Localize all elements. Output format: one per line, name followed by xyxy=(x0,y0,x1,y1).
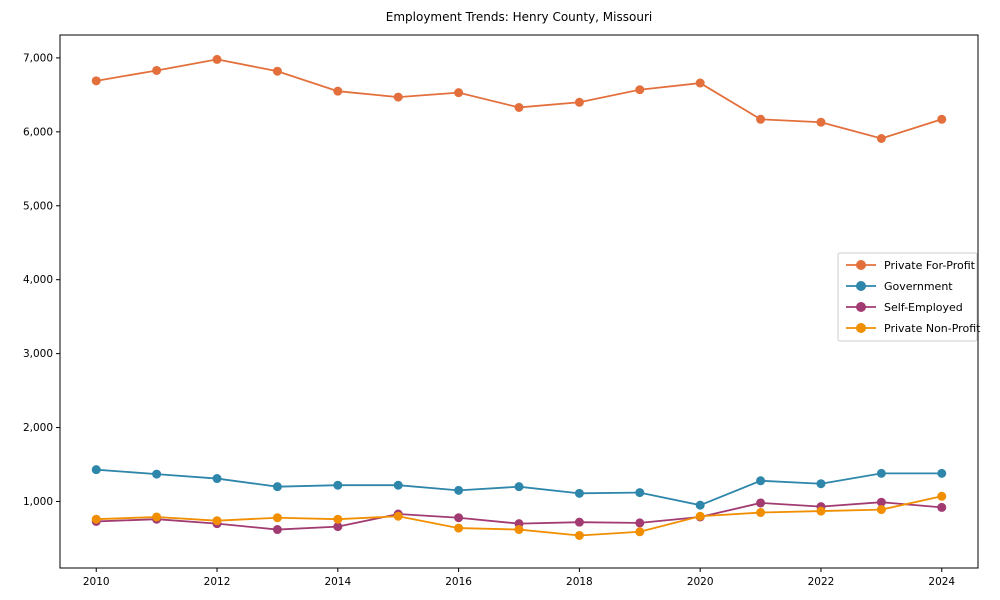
y-tick-label: 5,000 xyxy=(23,200,53,212)
series-government xyxy=(91,465,947,510)
legend-label: Government xyxy=(884,280,953,293)
data-point xyxy=(272,66,282,76)
data-point xyxy=(454,523,464,533)
data-point xyxy=(152,469,162,479)
data-point xyxy=(454,88,464,98)
legend-label: Private For-Profit xyxy=(884,259,976,272)
y-tick-label: 1,000 xyxy=(23,496,53,508)
data-point xyxy=(876,468,886,478)
legend-sample-marker xyxy=(856,323,866,333)
data-point xyxy=(91,514,101,524)
x-tick-label: 2010 xyxy=(83,576,110,588)
data-point xyxy=(876,497,886,507)
data-point xyxy=(937,491,947,501)
series-line xyxy=(96,58,943,140)
legend-box xyxy=(837,252,978,342)
data-point xyxy=(272,525,282,535)
legend-label: Self-Employed xyxy=(884,301,963,314)
series-private-for-profit xyxy=(91,54,947,143)
data-point xyxy=(212,516,222,526)
data-point xyxy=(816,479,826,489)
x-tick-label: 2012 xyxy=(204,576,231,588)
data-point xyxy=(937,468,947,478)
data-point xyxy=(756,498,766,508)
data-point xyxy=(695,511,705,521)
legend-sample-marker xyxy=(856,260,866,270)
x-tick-label: 2024 xyxy=(928,576,955,588)
data-point xyxy=(393,92,403,102)
plot-border xyxy=(59,34,979,569)
data-point xyxy=(91,76,101,86)
y-tick-label: 6,000 xyxy=(23,126,53,138)
data-point xyxy=(333,522,343,532)
data-point xyxy=(876,133,886,143)
data-point xyxy=(454,485,464,495)
data-point xyxy=(212,54,222,64)
data-point xyxy=(876,505,886,515)
data-point xyxy=(756,476,766,486)
data-point xyxy=(635,518,645,528)
data-point xyxy=(937,114,947,124)
chart-title: Employment Trends: Henry County, Missour… xyxy=(385,10,653,24)
data-point xyxy=(333,86,343,96)
data-point xyxy=(635,85,645,95)
data-point xyxy=(91,465,101,475)
data-point xyxy=(152,512,162,522)
x-tick-label: 2014 xyxy=(324,576,351,588)
data-point xyxy=(816,506,826,516)
y-tick-label: 7,000 xyxy=(23,52,53,64)
data-point xyxy=(574,97,584,107)
legend-sample-marker xyxy=(856,302,866,312)
data-point xyxy=(756,114,766,124)
y-tick-label: 2,000 xyxy=(23,422,53,434)
x-tick-label: 2020 xyxy=(687,576,714,588)
data-point xyxy=(514,482,524,492)
data-point xyxy=(756,508,766,518)
data-point xyxy=(574,517,584,527)
x-tick-label: 2016 xyxy=(445,576,472,588)
y-tick-label: 3,000 xyxy=(23,348,53,360)
data-point xyxy=(937,502,947,512)
data-point xyxy=(152,65,162,75)
data-point xyxy=(816,117,826,127)
legend-sample-marker xyxy=(856,281,866,291)
data-point xyxy=(212,474,222,484)
y-tick-label: 4,000 xyxy=(23,274,53,286)
data-point xyxy=(393,511,403,521)
data-point xyxy=(272,513,282,523)
data-point xyxy=(695,500,705,510)
data-point xyxy=(514,525,524,535)
data-point xyxy=(574,488,584,498)
series-private-non-profit xyxy=(91,491,947,540)
data-point xyxy=(393,480,403,490)
legend: Private For-Profit Government Self-Employe… xyxy=(837,252,981,342)
x-tick-label: 2018 xyxy=(566,576,593,588)
data-point xyxy=(635,527,645,537)
data-point xyxy=(574,530,584,540)
x-tick-label: 2022 xyxy=(808,576,835,588)
data-point xyxy=(454,513,464,523)
data-point xyxy=(635,488,645,498)
data-point xyxy=(272,482,282,492)
data-point xyxy=(333,480,343,490)
data-point xyxy=(333,514,343,524)
data-point xyxy=(514,102,524,112)
data-point xyxy=(695,78,705,88)
legend-label: Private Non-Profit xyxy=(884,322,981,335)
